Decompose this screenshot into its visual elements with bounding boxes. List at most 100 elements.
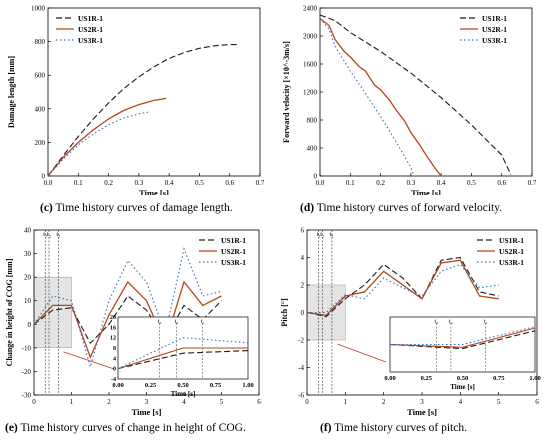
x-tick-label: 4 [459, 398, 463, 406]
inset-series-line-us1r-1 [389, 330, 536, 350]
inset-series-line-us1r-1 [117, 350, 249, 370]
y-tick-label: 2400 [303, 5, 318, 13]
caption-f-tag: (f) [320, 422, 332, 434]
x-tick-label: 0.3 [406, 179, 415, 187]
time-marker-label: t₁ [56, 231, 60, 238]
caption-d-tag: (d) [300, 202, 315, 214]
x-tick-label: 0 [305, 398, 309, 406]
time-marker-label: t₂ [320, 231, 324, 238]
x-tick-label: 1 [344, 398, 348, 406]
caption-e: (e) Time history curves of change in hei… [5, 422, 246, 434]
time-marker-label: t₁ [316, 231, 320, 238]
y-tick-label: 400 [35, 105, 46, 113]
x-tick-label: 0 [32, 398, 36, 406]
inset-y-tick-label: 16 [110, 325, 116, 331]
x-tick-label: 0.2 [376, 179, 385, 187]
y-tick-label: 0 [301, 309, 305, 317]
y-axis-label: Forward velocity [×10^-3m/s] [282, 41, 291, 143]
inset-x-tick-label: 0.00 [112, 382, 123, 389]
caption-d: (d) Time history curves of forward veloc… [300, 202, 502, 214]
caption-f-text: Time history curves of pitch. [334, 422, 467, 434]
inset-x-tick-label: 0.25 [145, 382, 157, 389]
x-tick-label: 0.0 [44, 179, 53, 187]
inset-x-tick-label: 0.00 [384, 375, 395, 382]
zoom-arrow [63, 351, 115, 370]
inset-x-axis-label: Time [s] [450, 383, 475, 391]
caption-d-text: Time history curves of forward velocity. [316, 202, 503, 214]
y-tick-label: -2 [298, 337, 304, 345]
series-line-us1r-1 [319, 14, 512, 175]
legend-label: US2R-1 [499, 247, 524, 256]
x-tick-label: 0.4 [165, 179, 174, 187]
legend-label: US3R-1 [78, 36, 103, 45]
series-line-us3r-1 [307, 263, 499, 314]
y-tick-label: 1000 [31, 5, 46, 13]
x-axis-label: Time [s] [139, 188, 169, 195]
x-tick-label: 0.1 [346, 179, 355, 187]
inset-series-line-us3r-1 [117, 337, 249, 370]
series-line-us1r-1 [33, 295, 222, 345]
x-tick-label: 0.7 [256, 179, 265, 187]
y-tick-label: -20 [22, 368, 32, 376]
x-tick-label: 4 [182, 398, 186, 406]
inset-x-tick-label: 0.75 [493, 375, 505, 382]
x-tick-label: 6 [257, 398, 261, 406]
x-axis-label: Time [s] [407, 407, 437, 417]
chart-damage-length: 0.0 0.1 0.2 0.3 0.4 0.5 0.6 0.7 0 200 400 600 800 100… [7, 5, 265, 196]
legend-label: US2R-1 [78, 25, 103, 34]
y-axis-label: Damage length [mm] [7, 56, 16, 128]
y-tick-label: -4 [298, 364, 304, 372]
y-tick-label: 4 [301, 254, 305, 262]
caption-e-tag: (e) [5, 422, 18, 434]
inset-time-marker-label: t₂ [175, 319, 179, 325]
y-tick-label: 0 [42, 173, 46, 181]
plot-frame [47, 7, 261, 177]
y-tick-label: 200 [35, 139, 46, 147]
y-tick-label: 20 [24, 274, 32, 282]
inset-y-tick-label: 4 [113, 356, 116, 362]
x-tick-label: 5 [497, 398, 501, 406]
caption-e-text: Time history curves of change in height … [20, 422, 246, 434]
x-tick-label: 0.1 [74, 179, 83, 187]
y-tick-label: 1200 [303, 89, 318, 97]
inset-time-marker-label: t₃ [435, 319, 439, 325]
legend-label: US3R-1 [482, 36, 507, 45]
inset-x-tick-label: 1.00 [529, 375, 540, 382]
x-tick-label: 0.2 [104, 179, 113, 187]
x-tick-label: 5 [220, 398, 224, 406]
legend-label: US2R-1 [482, 25, 507, 34]
y-tick-label: -6 [298, 392, 304, 400]
y-tick-label: 800 [307, 117, 318, 125]
inset-y-tick-label: 20 [110, 315, 116, 321]
y-tick-label: -30 [22, 392, 32, 400]
y-tick-label: 10 [24, 297, 32, 305]
x-tick-label: 0.6 [497, 179, 506, 187]
inset-x-tick-label: 0.50 [177, 382, 188, 389]
series-line-us1r-1 [47, 44, 239, 177]
x-tick-label: 0.5 [467, 179, 476, 187]
y-tick-label: 400 [307, 145, 318, 153]
x-tick-label: 2 [107, 398, 111, 406]
caption-f: (f) Time history curves of pitch. [320, 422, 467, 434]
inset-x-axis-label: Time [s] [171, 390, 196, 398]
inset-y-tick-label: -4 [111, 377, 116, 383]
inset-y-tick-label: 8 [113, 346, 116, 352]
y-tick-label: 600 [35, 72, 46, 80]
y-axis-label: Pitch [°] [280, 298, 289, 327]
x-axis-label: Time [s] [132, 407, 162, 417]
x-tick-label: 0.5 [195, 179, 204, 187]
y-tick-label: 2 [301, 282, 305, 290]
x-axis-label: Time [s] [411, 188, 441, 195]
legend-label: US3R-1 [221, 258, 246, 267]
y-axis-label: Change in height of COG [mm] [5, 258, 14, 366]
x-tick-label: 2 [382, 398, 386, 406]
series-line-us2r-1 [319, 17, 442, 177]
inset-x-tick-label: 1.00 [242, 382, 253, 389]
caption-c-tag: (c) [40, 202, 53, 214]
legend-label: US1R-1 [221, 236, 246, 245]
x-tick-label: 0.0 [316, 179, 325, 187]
series-line-us2r-1 [33, 280, 222, 360]
x-tick-label: 0.3 [134, 179, 143, 187]
inset-x-tick-label: 0.75 [210, 382, 222, 389]
y-tick-label: 1600 [303, 61, 318, 69]
